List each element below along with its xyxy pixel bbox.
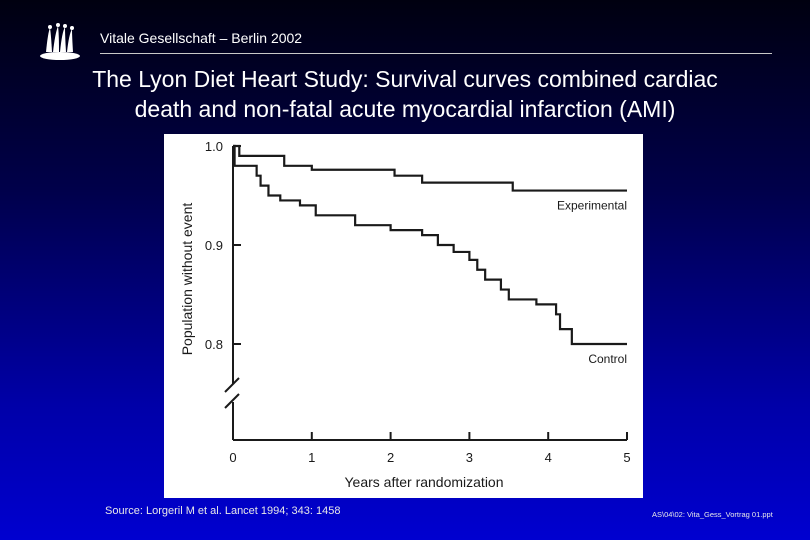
x-tick-label: 3 <box>466 450 473 465</box>
title-line-1: The Lyon Diet Heart Study: Survival curv… <box>92 66 718 92</box>
x-tick-label: 0 <box>229 450 236 465</box>
file-reference: AS\04\02: Vita_Gess_Vortrag 01.ppt <box>652 510 773 519</box>
y-tick-label: 1.0 <box>205 139 223 154</box>
title-line-2: death and non-fatal acute myocardial inf… <box>134 96 676 122</box>
axis-break-mark <box>224 393 240 409</box>
slide-title: The Lyon Diet Heart Study: Survival curv… <box>20 64 790 124</box>
header-rule <box>100 53 772 54</box>
series-control-line <box>233 144 627 346</box>
x-tick-label: 1 <box>308 450 315 465</box>
source-citation: Source: Lorgeril M et al. Lancet 1994; 3… <box>105 505 341 517</box>
y-tick-label: 0.9 <box>205 238 223 253</box>
series-experimental-label: Experimental <box>557 199 627 213</box>
x-tick-label: 4 <box>545 450 552 465</box>
series-control-label: Control <box>588 352 627 366</box>
survival-chart: 0.8 0.9 1.0 0 1 2 3 4 5 Experimental Control Popu… <box>179 139 631 490</box>
y-axis-label: Population without event <box>179 203 195 356</box>
y-tick-label: 0.8 <box>205 337 223 352</box>
society-logo <box>40 23 80 60</box>
x-axis-label: Years after randomization <box>344 474 503 490</box>
header-org: Vitale Gesellschaft – Berlin 2002 <box>100 30 303 46</box>
x-tick-label: 2 <box>387 450 394 465</box>
x-tick-label: 5 <box>623 450 630 465</box>
series-experimental-line <box>233 144 627 192</box>
axis-break-mark <box>224 377 240 393</box>
chart-panel: 0.8 0.9 1.0 0 1 2 3 4 5 Experimental Control Popu… <box>164 134 643 498</box>
